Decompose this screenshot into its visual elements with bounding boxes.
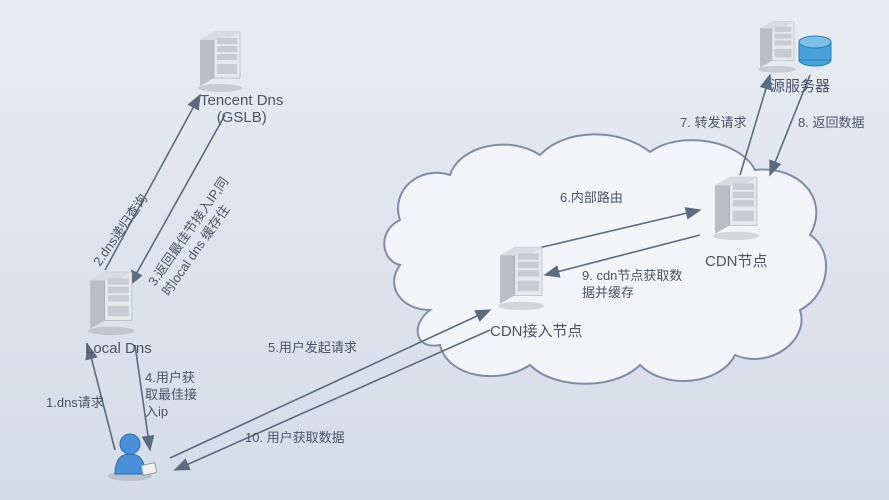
tencent-dns-label-line1: Tencent Dns	[200, 92, 283, 109]
origin-label: 源服务器	[770, 75, 830, 96]
origin-disk-icon	[799, 36, 831, 66]
tencent-dns-icon	[198, 32, 242, 92]
tencent-dns-label-line2: (GSLB)	[217, 109, 267, 126]
edge-label-e8: 8. 返回数据	[798, 115, 864, 132]
edge-label-e10: 10. 用户获取数据	[245, 430, 345, 447]
user-icon	[108, 434, 157, 481]
origin-server-icon	[758, 22, 795, 73]
edge-label-e9: 9. cdn节点获取数据并缓存	[582, 268, 682, 302]
cdn-node-icon	[713, 177, 759, 240]
edge-label-e1: 1.dns请求	[46, 395, 104, 412]
edge-label-e4: 4.用户获取最佳接入ip	[145, 370, 197, 421]
edge-label-e2: 2.dns递归查询	[90, 191, 152, 269]
edge-label-e3: 3.返回最佳节接入IP,同时local dns 缓存住	[145, 174, 247, 299]
edge-label-e6: 6.内部路由	[560, 190, 623, 207]
cdn-access-icon	[498, 247, 544, 310]
edge-label-e5: 5.用户发起请求	[268, 340, 357, 357]
diagram-stage: { "type": "network", "canvas": { "width"…	[0, 0, 889, 500]
cdn-node-label: CDN节点	[705, 250, 768, 271]
tencent-dns-label: Tencent Dns (GSLB)	[200, 92, 283, 126]
local-dns-icon	[88, 272, 134, 335]
edge-label-e7: 7. 转发请求	[680, 115, 746, 132]
local-dns-label: Local Dns	[85, 340, 152, 357]
edge-e6	[530, 210, 700, 250]
cdn-access-label: CDN接入节点	[490, 320, 583, 341]
